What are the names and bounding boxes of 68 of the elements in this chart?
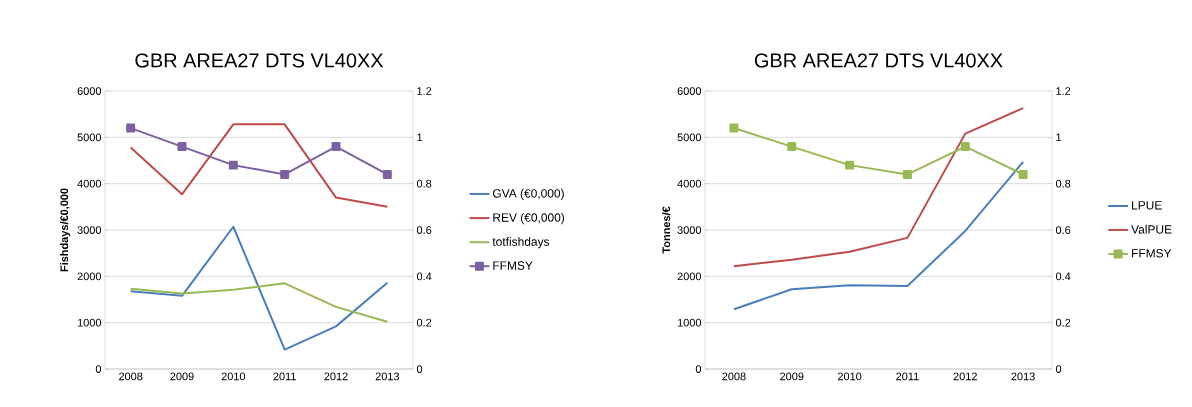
y-tick-label: 5000: [677, 133, 702, 142]
y2-tick-label: 0.2: [1055, 318, 1071, 327]
legend-label: FFMSY: [493, 261, 533, 270]
point: [331, 142, 341, 152]
legend-label: GVA (€0,000): [492, 188, 564, 200]
line-series: [129, 123, 389, 208]
x-tick-label: 2009: [780, 372, 804, 381]
point: [382, 169, 392, 179]
y-tick-label: 3000: [77, 226, 102, 234]
y2-tick-label: 0: [416, 365, 423, 373]
y2-tick-label: 1: [417, 133, 423, 142]
legend-label: ValPUE: [1131, 224, 1172, 234]
y-axis-title: Tonnes/€: [662, 206, 671, 254]
y2-tick-label: 0.6: [416, 226, 432, 234]
y2-tick-label: 0.4: [416, 272, 432, 281]
point: [228, 160, 238, 170]
legend-label: REV (€0,000): [493, 213, 565, 225]
x-tick-label: 2013: [1011, 372, 1035, 381]
x-tick-label: 2008: [119, 372, 143, 381]
point: [126, 123, 136, 133]
line-series: [732, 160, 1025, 311]
y-tick-label: 2000: [77, 272, 102, 281]
chart-title: GBR AREA27 DTS VL40XX: [754, 53, 1003, 68]
legend-label: totfishdays: [492, 237, 550, 249]
x-tick-label: 2012: [953, 372, 977, 381]
y-tick-label: 6000: [677, 87, 702, 95]
y2-tick-label: 0.8: [1055, 179, 1071, 188]
y-tick-label: 1000: [677, 318, 702, 327]
point: [902, 169, 912, 179]
x-tick-label: 2008: [722, 372, 746, 381]
line-series: [129, 225, 389, 351]
x-tick-label: 2009: [170, 372, 194, 381]
point: [960, 142, 970, 152]
y-tick-label: 0: [695, 365, 702, 373]
point: [177, 142, 187, 152]
y2-tick-label: 0.6: [1055, 226, 1071, 234]
y-tick-label: 4000: [677, 179, 702, 188]
chart-title: GBR AREA27 DTS VL40XX: [135, 53, 384, 68]
y-tick-label: 1000: [77, 318, 102, 327]
x-tick-label: 2010: [221, 372, 246, 381]
y-tick-label: 6000: [77, 87, 102, 95]
line-series: [732, 107, 1025, 268]
y-tick-label: 4000: [77, 179, 102, 188]
point: [787, 142, 797, 152]
y-tick-label: 2000: [677, 272, 702, 281]
legend-label: FFMSY: [1132, 249, 1172, 258]
y-tick-label: 3000: [677, 226, 702, 234]
y2-tick-label: 1.2: [417, 87, 432, 95]
y2-tick-label: 0.4: [1055, 272, 1071, 281]
x-tick-label: 2011: [273, 372, 296, 381]
y2-tick-label: 0.8: [416, 179, 432, 188]
point: [1018, 169, 1028, 179]
y-axis-title: Fishdays/€0,000: [60, 188, 71, 272]
legend-label: LPUE: [1132, 201, 1162, 210]
y2-tick-label: 0.2: [416, 318, 432, 327]
x-tick-label: 2010: [837, 372, 862, 381]
x-tick-label: 2013: [375, 372, 400, 381]
y2-tick-label: 0: [1055, 365, 1062, 373]
x-tick-label: 2012: [324, 372, 348, 381]
line-series: [129, 282, 389, 323]
y2-tick-label: 1: [1056, 133, 1062, 142]
point: [280, 169, 290, 179]
point: [845, 160, 855, 170]
y-tick-label: 0: [95, 365, 102, 373]
x-tick-label: 2011: [896, 372, 919, 381]
point: [729, 123, 739, 133]
y2-tick-label: 1.2: [1056, 87, 1071, 95]
y-tick-label: 5000: [77, 133, 102, 142]
